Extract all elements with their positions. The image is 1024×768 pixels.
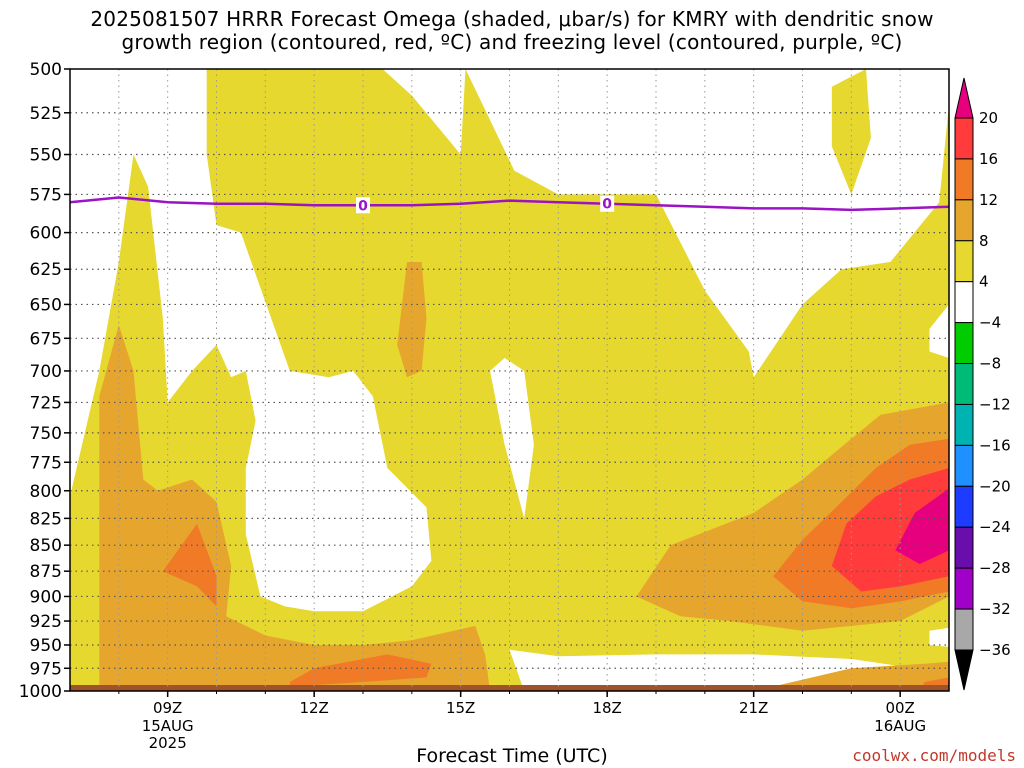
x-tick-label: 00Z (885, 699, 914, 717)
y-tick-label: 800 (30, 482, 62, 502)
colorbar-label: −36 (979, 641, 1011, 659)
colorbar-band (954, 526, 974, 569)
colorbar-band (954, 117, 974, 160)
colorbar-label: −4 (979, 314, 1001, 332)
omega-hole-4 (929, 304, 949, 358)
colorbar-band (954, 158, 974, 201)
colorbar-band (954, 403, 974, 446)
y-tick-label: 925 (30, 612, 62, 632)
x-tick-sublabel-2: 2025 (149, 734, 187, 752)
y-tick-label: 650 (30, 295, 62, 315)
y-tick-label: 875 (30, 562, 62, 582)
x-tick-label: 18Z (592, 699, 621, 717)
x-tick-label: 09Z (153, 699, 182, 717)
title-line-1: 2025081507 HRRR Forecast Omega (shaded, … (90, 7, 934, 31)
y-tick-label: 900 (30, 587, 62, 607)
colorbar-band (954, 363, 974, 405)
colorbar-band (954, 240, 974, 283)
y-tick-label: 500 (30, 60, 62, 80)
colorbar: 20 16 12 8 4 −4 −8 −12 −16 −20 −24 −28 −32 −36 (954, 77, 1011, 691)
freezing-level-label-bg (356, 197, 370, 214)
colorbar-band (954, 608, 974, 651)
colorbar-label: −12 (979, 395, 1011, 413)
freezing-level-label-bg (600, 195, 615, 212)
y-tick-label: 825 (30, 509, 62, 529)
y-tick-label: 950 (30, 636, 62, 656)
freezing-level-label: 0 (602, 197, 612, 213)
y-tick-label: 575 (30, 185, 62, 205)
omega-shade-8 (99, 324, 491, 691)
x-tick-label: 12Z (299, 699, 328, 717)
x-tick-sublabel: 16AUG (874, 717, 926, 735)
y-tick-label: 600 (30, 224, 62, 244)
y-tick-label: 550 (30, 146, 62, 166)
colorbar-label: 20 (979, 109, 998, 127)
colorbar-label: 16 (979, 150, 998, 168)
omega-shade-12-left (162, 523, 217, 607)
y-tick-label: 675 (30, 329, 62, 349)
y-tick-label: 850 (30, 536, 62, 556)
freezing-level-label: 0 (358, 198, 368, 214)
freezing-level-line (69, 196, 950, 212)
colorbar-label: −32 (979, 600, 1011, 618)
y-tick-label: 775 (30, 453, 62, 473)
colorbar-label: −8 (979, 355, 1001, 373)
credit-link[interactable]: coolwx.com/models (852, 746, 1016, 765)
ground-strip (70, 685, 949, 691)
colorbar-top-tip (954, 77, 974, 119)
y-tick-label: 975 (30, 659, 62, 679)
colorbar-bottom-tip (954, 649, 974, 691)
colorbar-label: −20 (979, 477, 1011, 495)
y-tick-label: 1000 (19, 682, 62, 702)
omega-shade-neg8 (929, 627, 949, 647)
colorbar-band (954, 567, 974, 610)
y-tick-label: 700 (30, 362, 62, 382)
colorbar-band (954, 199, 974, 242)
y-tick-label: 750 (30, 424, 62, 444)
colorbar-label: −24 (979, 518, 1011, 536)
omega-shade-8-mid (397, 262, 427, 378)
x-tick-label: 15Z (446, 699, 475, 717)
colorbar-label: −16 (979, 436, 1011, 454)
grid (70, 69, 949, 691)
omega-shade-12-bottom (289, 654, 432, 687)
colorbar-label: 12 (979, 191, 998, 209)
title-line-2: growth region (contoured, red, ºC) and f… (121, 30, 903, 54)
y-tick-label: 625 (30, 260, 62, 280)
omega-hole-1 (490, 358, 534, 519)
y-tick-label: 725 (30, 393, 62, 413)
colorbar-band (954, 322, 974, 365)
colorbar-label: −28 (979, 559, 1011, 577)
x-tick-label: 21Z (739, 699, 768, 717)
colorbar-band (954, 485, 974, 528)
chart-title: 2025081507 HRRR Forecast Omega (shaded, … (0, 8, 1024, 54)
omega-shade-20 (895, 488, 949, 564)
x-tick-sublabel: 15AUG (142, 717, 194, 735)
colorbar-label: 8 (979, 232, 989, 250)
omega-shade-4-top (831, 69, 871, 195)
colorbar-label: 4 (979, 273, 989, 291)
colorbar-band (954, 444, 974, 487)
x-axis-title: Forecast Time (UTC) (416, 745, 608, 767)
colorbar-band (954, 281, 974, 324)
y-tick-label: 525 (30, 104, 62, 124)
